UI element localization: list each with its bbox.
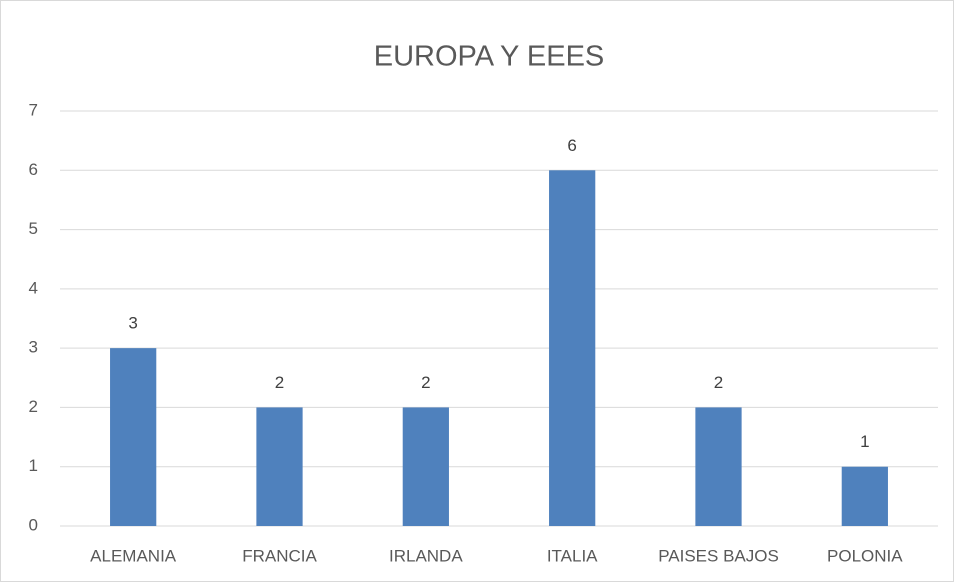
y-tick-label: 4 [29, 278, 38, 297]
data-label: 2 [714, 373, 723, 392]
data-label: 2 [421, 373, 430, 392]
bar [841, 466, 888, 526]
x-tick-label: ALEMANIA [90, 546, 177, 565]
bar [110, 348, 157, 526]
x-tick-label: FRANCIA [242, 546, 317, 565]
x-tick-label: IRLANDA [389, 546, 463, 565]
data-label: 1 [860, 432, 869, 451]
y-tick-label: 2 [29, 397, 38, 416]
y-tick-label: 1 [29, 456, 38, 475]
data-label: 6 [567, 136, 576, 155]
data-label: 3 [128, 314, 137, 333]
bar [695, 407, 742, 526]
x-tick-label: POLONIA [827, 546, 903, 565]
bar [402, 407, 449, 526]
y-tick-label: 0 [29, 515, 38, 534]
y-tick-label: 5 [29, 219, 38, 238]
bar [549, 170, 596, 527]
y-tick-label: 7 [29, 100, 38, 119]
x-tick-label: ITALIA [547, 546, 598, 565]
y-tick-label: 6 [29, 160, 38, 179]
bar [256, 407, 303, 526]
x-tick-label: PAISES BAJOS [658, 546, 779, 565]
y-tick-label: 3 [29, 338, 38, 357]
chart-title: EUROPA Y EEES [374, 41, 605, 73]
data-label: 2 [275, 373, 284, 392]
